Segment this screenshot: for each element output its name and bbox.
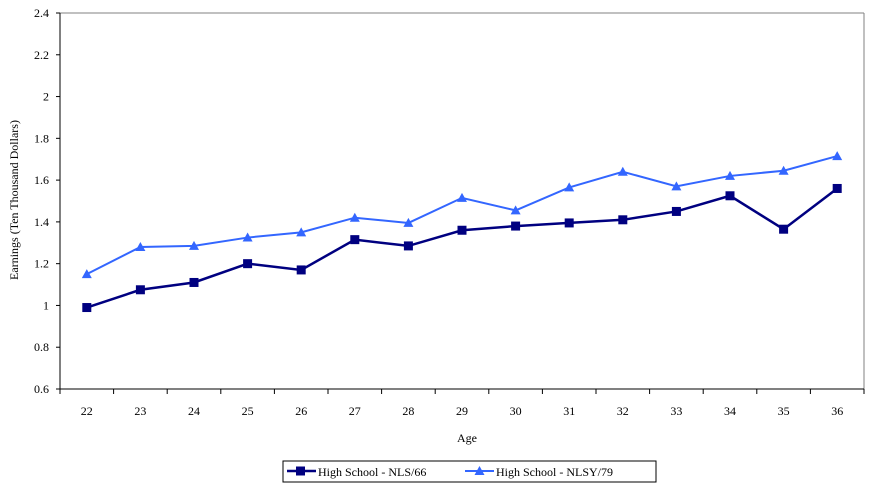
x-tick-label: 30 bbox=[510, 404, 522, 418]
data-point-triangle bbox=[296, 227, 307, 237]
y-tick-label: 0.6 bbox=[34, 382, 49, 396]
series-2 bbox=[81, 151, 843, 279]
x-tick-label: 22 bbox=[81, 404, 93, 418]
series-line bbox=[86, 187, 838, 309]
data-point-triangle bbox=[403, 217, 414, 227]
x-tick-label: 29 bbox=[456, 404, 468, 418]
legend-marker-series-2 bbox=[474, 466, 485, 475]
data-point-square bbox=[618, 215, 628, 225]
data-point-square bbox=[457, 225, 467, 235]
y-tick-label: 1.4 bbox=[34, 215, 49, 229]
data-point-triangle bbox=[671, 181, 682, 191]
data-point-triangle bbox=[349, 212, 360, 222]
data-point-triangle bbox=[457, 192, 467, 202]
data-point-square bbox=[350, 235, 360, 245]
x-tick-label: 33 bbox=[670, 404, 682, 418]
y-tick-label: 2.2 bbox=[34, 48, 49, 62]
legend-marker-series-1 bbox=[296, 466, 305, 476]
x-tick-label: 26 bbox=[295, 404, 307, 418]
x-tick-label: 32 bbox=[617, 404, 629, 418]
data-point-square bbox=[296, 265, 306, 275]
y-axis-title: Earnings (Ten Thousand Dollars) bbox=[7, 120, 21, 280]
x-tick-label: 35 bbox=[778, 404, 790, 418]
y-tick-label: 2 bbox=[43, 90, 49, 104]
data-point-triangle bbox=[189, 240, 199, 250]
axes bbox=[56, 12, 865, 394]
x-tick-label: 27 bbox=[349, 404, 361, 418]
data-point-square bbox=[671, 206, 681, 216]
data-point-triangle bbox=[564, 182, 575, 192]
series bbox=[81, 151, 843, 313]
series-line bbox=[86, 155, 838, 276]
x-tick-label: 24 bbox=[188, 404, 200, 418]
x-tick-label: 23 bbox=[134, 404, 146, 418]
data-point-triangle bbox=[242, 232, 253, 242]
x-tick-label: 31 bbox=[563, 404, 575, 418]
x-tick-label: 28 bbox=[402, 404, 414, 418]
y-tick-label: 0.8 bbox=[34, 340, 49, 354]
data-point-triangle bbox=[778, 165, 789, 175]
data-point-square bbox=[243, 259, 253, 269]
data-point-square bbox=[189, 277, 199, 287]
tick-labels: 0.6 0.8 1 1.2 1.4 1.6 1.8 2 2.2 2.4 22 23 24 25 26 27 28… bbox=[34, 6, 843, 418]
data-point-square bbox=[564, 218, 574, 228]
data-point-square bbox=[511, 221, 521, 231]
data-point-square bbox=[135, 285, 145, 295]
y-tick-label: 1.8 bbox=[34, 131, 49, 145]
data-point-triangle bbox=[617, 166, 628, 176]
data-point-triangle bbox=[81, 269, 92, 279]
legend-label-series-1: High School - NLS/66 bbox=[318, 465, 426, 479]
data-point-triangle bbox=[725, 170, 735, 180]
series-1 bbox=[82, 183, 842, 313]
data-point-triangle bbox=[832, 151, 843, 161]
x-tick-label: 34 bbox=[724, 404, 736, 418]
data-point-triangle bbox=[510, 205, 521, 215]
data-point-square bbox=[832, 183, 842, 193]
data-point-square bbox=[82, 303, 92, 313]
x-tick-label: 25 bbox=[242, 404, 254, 418]
legend-label-series-2: High School - NLSY/79 bbox=[496, 465, 613, 479]
y-tick-label: 1 bbox=[43, 298, 49, 312]
y-tick-label: 1.2 bbox=[34, 257, 49, 271]
y-tick-label: 1.6 bbox=[34, 173, 49, 187]
x-tick-label: 36 bbox=[831, 404, 843, 418]
data-point-square bbox=[725, 191, 735, 201]
data-point-square bbox=[779, 224, 789, 234]
y-tick-label: 2.4 bbox=[34, 6, 49, 20]
data-point-square bbox=[403, 241, 413, 251]
legend: High School - NLS/66 High School - NLSY/… bbox=[282, 460, 657, 483]
data-point-triangle bbox=[135, 241, 146, 251]
x-axis-title: Age bbox=[457, 431, 477, 445]
